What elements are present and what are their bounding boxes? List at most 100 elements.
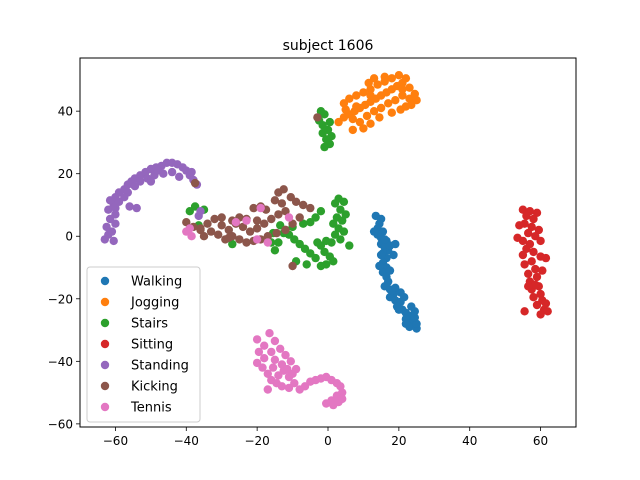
point-walking-47 <box>369 227 379 236</box>
plot-points <box>100 71 552 410</box>
point-walking-46 <box>376 250 386 260</box>
legend-marker-tennis <box>100 402 110 412</box>
point-jogging-49 <box>366 91 375 100</box>
point-walking-38 <box>394 305 404 314</box>
y-axis-ticks: −60 −40 −20 0 20 40 <box>48 105 80 431</box>
point-jogging-22 <box>339 99 349 108</box>
point-jogging-46 <box>398 85 407 94</box>
point-jogging-30 <box>391 96 400 105</box>
point-jogging-15 <box>387 74 396 83</box>
point-stairs-22 <box>336 235 345 244</box>
series-kicking <box>182 113 322 271</box>
point-kicking-47 <box>190 178 200 188</box>
point-kicking-42 <box>252 216 262 225</box>
point-kicking-8 <box>238 222 248 232</box>
point-sitting-18 <box>527 257 536 266</box>
point-stairs-10 <box>316 107 326 116</box>
point-standing-2 <box>109 236 118 246</box>
point-jogging-41 <box>359 124 368 133</box>
point-sitting-22 <box>532 272 542 282</box>
point-kicking-23 <box>295 213 304 222</box>
point-stairs-7 <box>327 132 336 141</box>
point-sitting-15 <box>529 247 538 257</box>
point-kicking-22 <box>306 203 315 213</box>
point-stairs-9 <box>318 121 327 130</box>
point-tennis-49 <box>256 203 265 213</box>
point-sitting-29 <box>532 300 542 310</box>
point-jogging-18 <box>366 85 375 94</box>
series-standing <box>100 158 205 246</box>
point-tennis-7 <box>268 363 278 372</box>
point-jogging-40 <box>366 119 375 128</box>
point-tennis-24 <box>322 399 331 408</box>
point-sitting-27 <box>529 293 538 302</box>
point-kicking-36 <box>199 232 209 241</box>
point-sitting-34 <box>541 299 551 308</box>
point-tennis-5 <box>258 363 267 372</box>
point-jogging-28 <box>376 103 386 113</box>
point-tennis-52 <box>263 238 272 247</box>
point-tennis-39 <box>270 336 280 346</box>
point-standing-43 <box>146 177 156 186</box>
point-jogging-39 <box>375 113 384 122</box>
point-sitting-37 <box>515 221 524 230</box>
point-sitting-20 <box>531 264 540 274</box>
point-jogging-17 <box>373 80 382 89</box>
point-jogging-19 <box>359 88 368 97</box>
point-tennis-42 <box>286 357 295 366</box>
y-tick-label: −40 <box>48 355 73 369</box>
point-tennis-41 <box>281 350 290 360</box>
legend-marker-jogging <box>100 297 110 307</box>
point-tennis-46 <box>185 224 194 233</box>
point-stairs-51 <box>228 239 237 249</box>
point-jogging-43 <box>364 78 373 88</box>
point-sitting-0 <box>518 205 528 214</box>
point-stairs-8 <box>325 139 334 149</box>
point-sitting-32 <box>536 310 545 319</box>
point-walking-48 <box>401 319 411 328</box>
point-jogging-45 <box>380 72 389 82</box>
point-jogging-38 <box>387 108 396 117</box>
point-stairs-50 <box>345 241 354 250</box>
point-jogging-20 <box>352 91 361 100</box>
point-jogging-29 <box>384 99 393 108</box>
series-walking <box>369 211 421 333</box>
point-kicking-6 <box>224 225 233 235</box>
point-jogging-47 <box>405 83 414 92</box>
point-standing-7 <box>111 210 120 219</box>
point-stairs-56 <box>302 260 311 269</box>
point-stairs-48 <box>316 207 326 216</box>
point-walking-40 <box>385 266 395 275</box>
point-kicking-49 <box>224 233 233 242</box>
legend-marker-stairs <box>100 318 110 328</box>
legend-label-standing: Standing <box>131 359 189 374</box>
y-tick-label: 0 <box>65 230 73 244</box>
point-jogging-14 <box>394 71 404 80</box>
point-jogging-48 <box>352 102 361 111</box>
point-standing-31 <box>167 167 177 177</box>
point-tennis-50 <box>252 235 262 244</box>
point-standing-47 <box>194 211 203 221</box>
point-tennis-28 <box>267 347 276 357</box>
point-standing-42 <box>132 203 141 213</box>
point-jogging-24 <box>348 114 357 124</box>
legend-label-kicking: Kicking <box>131 380 178 395</box>
x-tick-label: −40 <box>174 434 199 448</box>
y-tick-label: 40 <box>58 105 73 119</box>
point-kicking-10 <box>252 224 262 233</box>
x-tick-label: 0 <box>324 434 332 448</box>
point-sitting-3 <box>522 211 531 221</box>
point-tennis-36 <box>284 383 294 393</box>
point-kicking-38 <box>217 213 226 222</box>
x-axis-ticks: −60 −40 −20 0 20 40 60 <box>103 427 548 448</box>
point-tennis-29 <box>270 355 280 364</box>
point-tennis-43 <box>291 364 301 374</box>
point-kicking-46 <box>313 113 322 122</box>
point-sitting-17 <box>541 253 551 263</box>
point-jogging-26 <box>362 111 372 121</box>
point-stairs-55 <box>185 207 194 216</box>
x-tick-label: −60 <box>103 434 128 448</box>
legend-label-walking: Walking <box>131 275 182 290</box>
point-jogging-27 <box>369 107 379 116</box>
